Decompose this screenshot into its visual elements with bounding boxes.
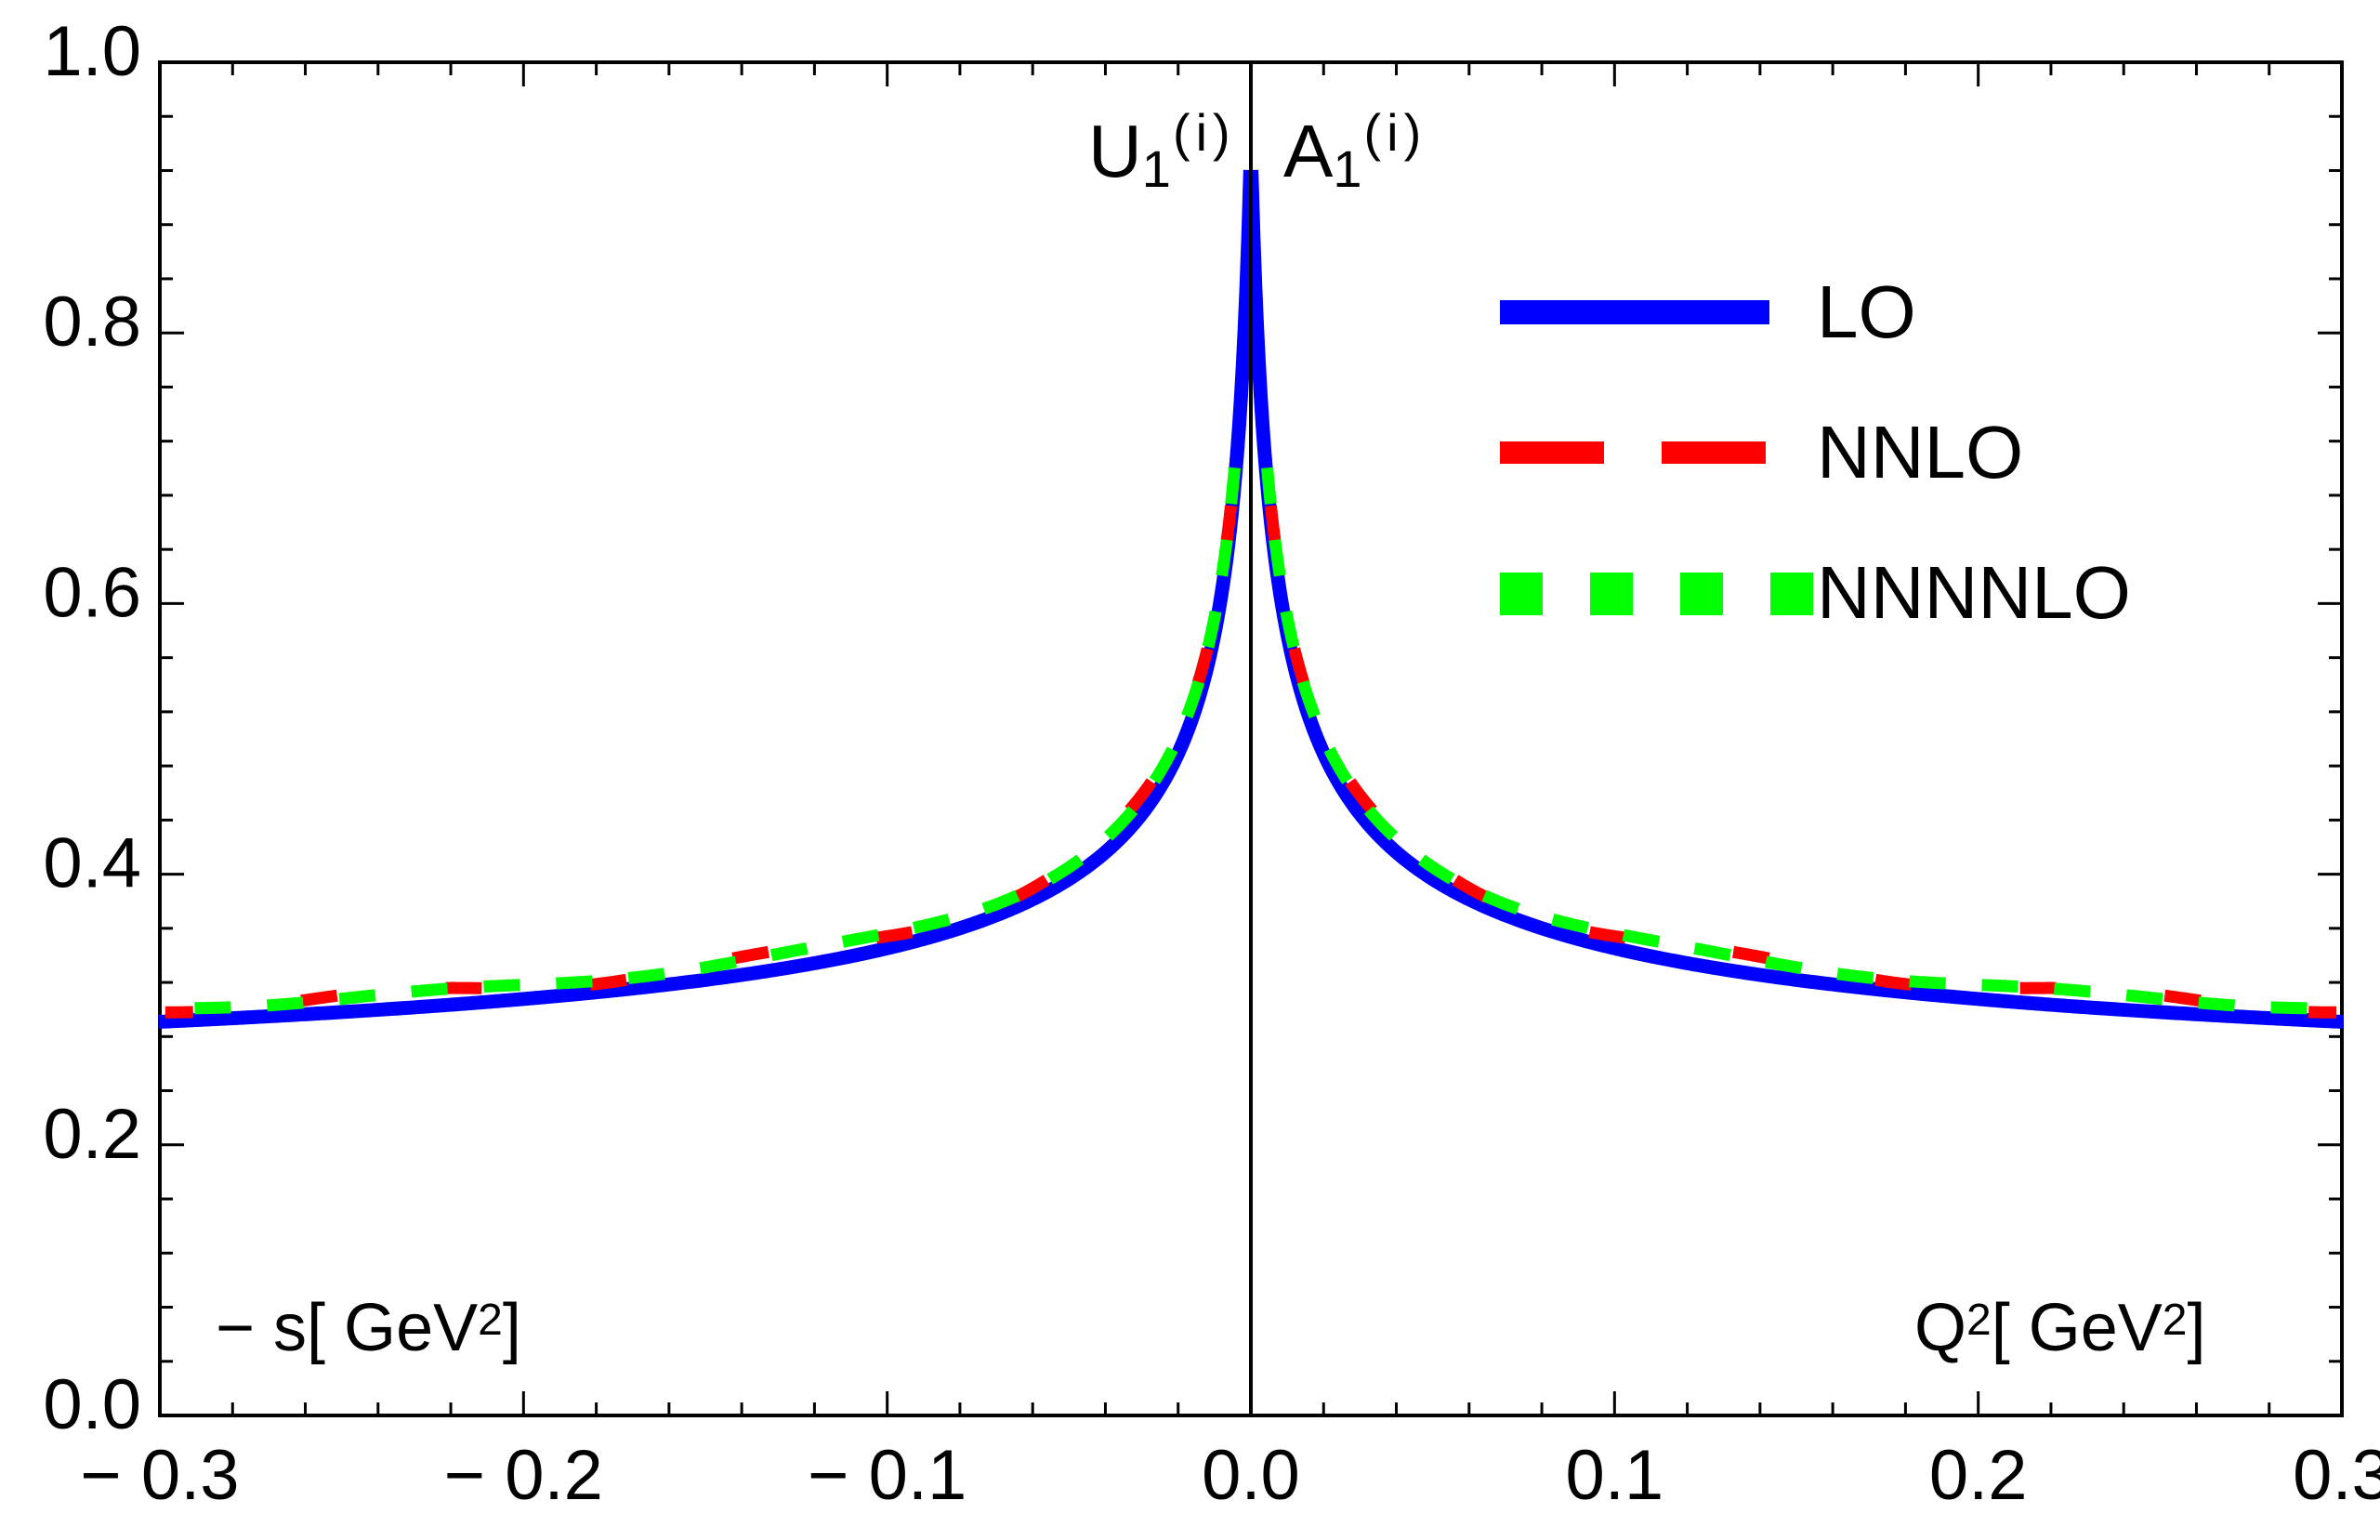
svg-text:LO: LO [1817, 270, 1916, 353]
svg-text:Q2[ GeV2]: Q2[ GeV2] [1914, 1291, 2206, 1365]
svg-text:0.6: 0.6 [43, 553, 141, 632]
svg-text:− 0.2: − 0.2 [444, 1436, 603, 1515]
svg-text:1.0: 1.0 [43, 12, 141, 91]
svg-text:0.0: 0.0 [43, 1365, 141, 1444]
svg-text:0.3: 0.3 [2293, 1436, 2380, 1515]
svg-text:NNNNLO: NNNNLO [1817, 551, 2131, 634]
svg-text:A1(i): A1(i) [1283, 103, 1421, 198]
svg-text:0.2: 0.2 [1929, 1436, 2028, 1515]
svg-text:0.1: 0.1 [1566, 1436, 1664, 1515]
svg-text:NNLO: NNLO [1817, 411, 2023, 494]
svg-text:− 0.3: − 0.3 [80, 1436, 239, 1515]
svg-text:0.0: 0.0 [1202, 1436, 1300, 1515]
svg-text:− s[ GeV2]: − s[ GeV2] [216, 1291, 521, 1365]
svg-text:− 0.1: − 0.1 [808, 1436, 966, 1515]
svg-text:U1(i): U1(i) [1088, 103, 1230, 198]
svg-text:0.8: 0.8 [43, 283, 141, 362]
svg-text:0.2: 0.2 [43, 1095, 141, 1174]
svg-text:0.4: 0.4 [43, 824, 141, 903]
